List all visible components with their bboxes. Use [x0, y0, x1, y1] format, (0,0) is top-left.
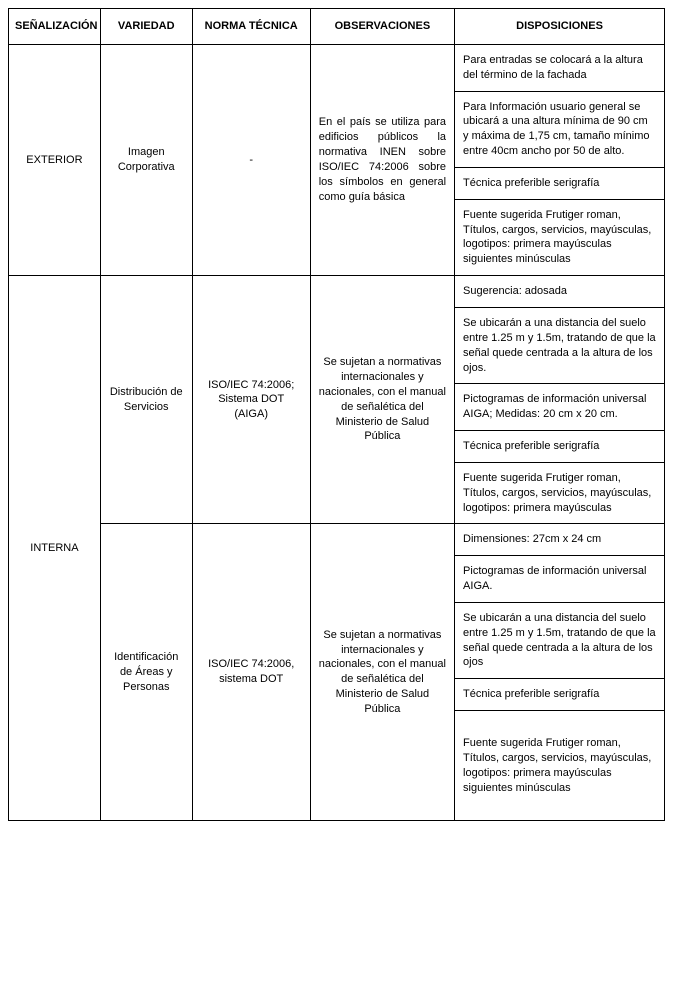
cell-senal-interna: INTERNA	[9, 276, 101, 821]
cell-disp-exterior-3: Fuente sugerida Frutiger roman, Títulos,…	[455, 199, 665, 275]
cell-variedad-interna-1: Distribución de Servicios	[100, 276, 192, 524]
cell-disp-exterior-0: Para entradas se colocará a la altura de…	[455, 44, 665, 91]
cell-disp-interna1-4: Fuente sugerida Frutiger roman, Títulos,…	[455, 462, 665, 524]
header-norma: NORMA TÉCNICA	[192, 9, 310, 45]
table-row: EXTERIOR Imagen Corporativa - En el país…	[9, 44, 665, 91]
cell-disp-exterior-1: Para Información usuario general se ubic…	[455, 91, 665, 167]
cell-obs-exterior: En el país se utiliza para edificios púb…	[310, 44, 454, 275]
header-variedad: VARIEDAD	[100, 9, 192, 45]
cell-norma-interna-2: ISO/IEC 74:2006, sistema DOT	[192, 524, 310, 821]
cell-disp-interna2-4: Fuente sugerida Frutiger roman, Títulos,…	[455, 711, 665, 821]
cell-disp-interna2-3: Técnica preferible serigrafía	[455, 679, 665, 711]
cell-disp-interna1-2: Pictogramas de información universal AIG…	[455, 384, 665, 431]
cell-variedad-exterior: Imagen Corporativa	[100, 44, 192, 275]
cell-obs-interna-2: Se sujetan a normativas internacionales …	[310, 524, 454, 821]
signage-table: SEÑALIZACIÓN VARIEDAD NORMA TÉCNICA OBSE…	[8, 8, 665, 821]
header-row: SEÑALIZACIÓN VARIEDAD NORMA TÉCNICA OBSE…	[9, 9, 665, 45]
table-row: INTERNA Distribución de Servicios ISO/IE…	[9, 276, 665, 308]
cell-disp-interna1-0: Sugerencia: adosada	[455, 276, 665, 308]
header-senalizacion: SEÑALIZACIÓN	[9, 9, 101, 45]
header-observaciones: OBSERVACIONES	[310, 9, 454, 45]
cell-disp-interna2-1: Pictogramas de información universal AIG…	[455, 556, 665, 603]
cell-obs-interna-1: Se sujetan a normativas internacionales …	[310, 276, 454, 524]
cell-disp-interna2-2: Se ubicarán a una distancia del suelo en…	[455, 602, 665, 678]
table-row: Identificación de Áreas y Personas ISO/I…	[9, 524, 665, 556]
cell-norma-interna-1: ISO/IEC 74:2006; Sistema DOT (AIGA)	[192, 276, 310, 524]
cell-disp-interna1-1: Se ubicarán a una distancia del suelo en…	[455, 307, 665, 383]
cell-disp-interna1-3: Técnica preferible serigrafía	[455, 431, 665, 463]
cell-variedad-interna-2: Identificación de Áreas y Personas	[100, 524, 192, 821]
cell-disp-interna2-0: Dimensiones: 27cm x 24 cm	[455, 524, 665, 556]
header-disposiciones: DISPOSICIONES	[455, 9, 665, 45]
cell-disp-exterior-2: Técnica preferible serigrafía	[455, 167, 665, 199]
cell-senal-exterior: EXTERIOR	[9, 44, 101, 275]
cell-norma-exterior: -	[192, 44, 310, 275]
